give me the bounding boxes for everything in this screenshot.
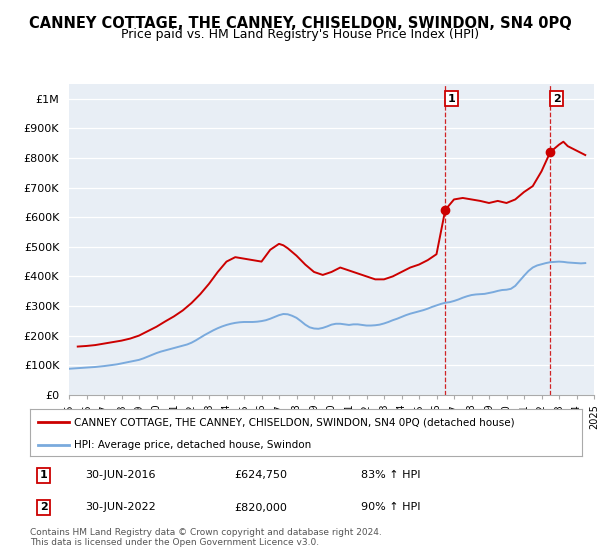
Text: 1: 1: [40, 470, 47, 480]
Text: 2: 2: [40, 502, 47, 512]
Text: 1: 1: [448, 94, 455, 104]
Text: Contains HM Land Registry data © Crown copyright and database right 2024.
This d: Contains HM Land Registry data © Crown c…: [30, 528, 382, 547]
Text: 30-JUN-2022: 30-JUN-2022: [85, 502, 156, 512]
Text: CANNEY COTTAGE, THE CANNEY, CHISELDON, SWINDON, SN4 0PQ (detached house): CANNEY COTTAGE, THE CANNEY, CHISELDON, S…: [74, 417, 515, 427]
Text: 2: 2: [553, 94, 560, 104]
Text: CANNEY COTTAGE, THE CANNEY, CHISELDON, SWINDON, SN4 0PQ: CANNEY COTTAGE, THE CANNEY, CHISELDON, S…: [29, 16, 571, 31]
Text: Price paid vs. HM Land Registry's House Price Index (HPI): Price paid vs. HM Land Registry's House …: [121, 28, 479, 41]
Text: HPI: Average price, detached house, Swindon: HPI: Average price, detached house, Swin…: [74, 440, 311, 450]
Text: £820,000: £820,000: [234, 502, 287, 512]
Text: 90% ↑ HPI: 90% ↑ HPI: [361, 502, 421, 512]
Text: £624,750: £624,750: [234, 470, 287, 480]
Text: 30-JUN-2016: 30-JUN-2016: [85, 470, 156, 480]
Text: 83% ↑ HPI: 83% ↑ HPI: [361, 470, 421, 480]
